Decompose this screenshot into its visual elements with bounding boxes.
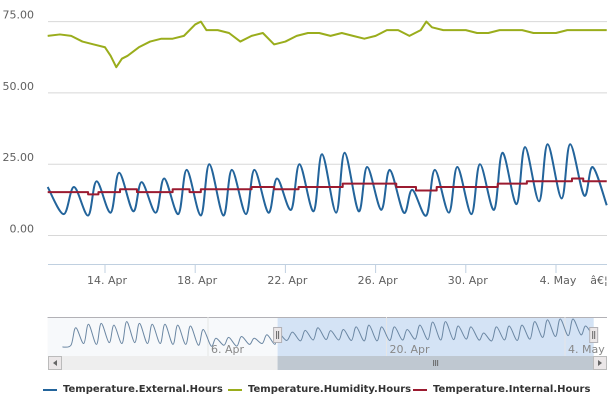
- handle-body[interactable]: [589, 327, 599, 343]
- legend-label: Temperature.Humidity.Hours: [248, 384, 412, 395]
- legend-label: Temperature.External.Hours: [63, 384, 223, 395]
- y-tick-label: 0.00: [10, 223, 35, 236]
- navigator-tick-label: 6. Apr: [211, 343, 244, 356]
- navigator-selected-range[interactable]: [277, 317, 594, 356]
- handle-body[interactable]: [273, 327, 283, 343]
- navigator-tick-label: 20. Apr: [390, 343, 430, 356]
- navigator-right-handle[interactable]: [589, 327, 599, 343]
- legend-label: Temperature.Internal.Hours: [433, 384, 591, 395]
- y-tick-label: 75.00: [3, 9, 35, 22]
- y-axis: 75.00 50.00 25.00 0.00: [3, 9, 35, 236]
- legend-swatch: [228, 388, 242, 391]
- plot-series: [46, 20, 608, 217]
- x-tick-label: 26. Apr: [358, 274, 398, 287]
- y-tick-label: 50.00: [3, 80, 35, 93]
- navigator[interactable]: 6. Apr 20. Apr 4. May: [47, 317, 607, 370]
- x-tick-label: â€¦: [590, 274, 607, 287]
- x-tick-label: 4. May: [540, 274, 577, 287]
- x-tick-label: 14. Apr: [87, 274, 127, 287]
- humidity-series: [47, 20, 607, 69]
- humidity-line: [47, 20, 607, 69]
- x-tick-label: 30. Apr: [448, 274, 488, 287]
- x-axis: 14. Apr 18. Apr 22. Apr 26. Apr 30. Apr 4. Ma…: [87, 264, 608, 287]
- legend-item-external[interactable]: Temperature.External.Hours: [43, 384, 223, 395]
- external-temperature-series: [46, 143, 608, 217]
- internal-temperature-line: [47, 177, 607, 196]
- x-tick-label: 18. Apr: [177, 274, 217, 287]
- x-tick-label: 22. Apr: [267, 274, 307, 287]
- legend-swatch: [413, 388, 427, 391]
- navigator-left-handle[interactable]: [273, 327, 283, 343]
- legend-item-humidity[interactable]: Temperature.Humidity.Hours: [228, 384, 411, 395]
- navigator-tick-label: 4. May: [568, 343, 605, 356]
- internal-temperature-series: [47, 177, 607, 196]
- external-temperature-line: [46, 143, 608, 217]
- arrow-right-icon: [598, 360, 602, 366]
- navigator-series-line: [62, 318, 595, 348]
- arrow-left-icon: [53, 360, 57, 366]
- legend-item-internal[interactable]: Temperature.Internal.Hours: [413, 384, 590, 395]
- legend-swatch: [43, 388, 57, 391]
- gridlines: [48, 21, 607, 236]
- y-tick-label: 25.00: [3, 151, 35, 164]
